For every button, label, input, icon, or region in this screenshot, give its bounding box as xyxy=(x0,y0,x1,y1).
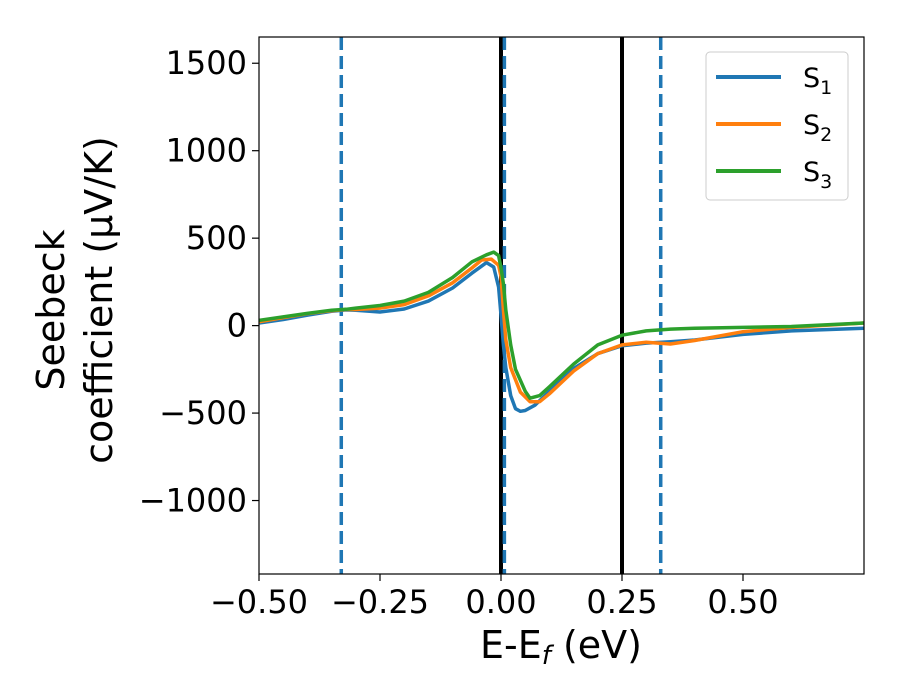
x-tick-label: 0.00 xyxy=(465,583,536,621)
legend: S1 S2 S3 xyxy=(705,51,849,201)
y-axis-label-line2: coefficient (μV/K) xyxy=(77,136,121,464)
y-tick-label: 1000 xyxy=(166,132,247,170)
legend-label-s1: S1 xyxy=(803,63,832,99)
y-tick-label: 0 xyxy=(227,307,247,345)
plot-frame xyxy=(258,36,865,575)
x-tick-label: 0.50 xyxy=(707,583,778,621)
y-tick-label: −500 xyxy=(159,394,247,432)
y-tick-label: 1500 xyxy=(166,44,247,82)
series-line-s3 xyxy=(259,250,864,400)
series-lines xyxy=(259,250,864,414)
x-axis-label: E-Ef (eV) xyxy=(480,623,642,671)
x-axis: −0.50 −0.25 0.00 0.25 0.50 xyxy=(210,574,779,621)
y-axis: −1000 −500 0 500 1000 1500 xyxy=(139,44,259,520)
y-axis-label-line1: Seebeck xyxy=(29,229,73,390)
series-line-s1 xyxy=(259,260,864,414)
y-tick-label: 500 xyxy=(186,219,247,257)
series-line-s2 xyxy=(259,257,864,404)
x-tick-label: 0.25 xyxy=(586,583,657,621)
x-tick-label: −0.50 xyxy=(210,583,308,621)
legend-label-s2: S2 xyxy=(803,110,832,146)
x-tick-label: −0.25 xyxy=(331,583,429,621)
y-tick-label: −1000 xyxy=(139,482,247,520)
legend-label-s3: S3 xyxy=(803,157,832,193)
